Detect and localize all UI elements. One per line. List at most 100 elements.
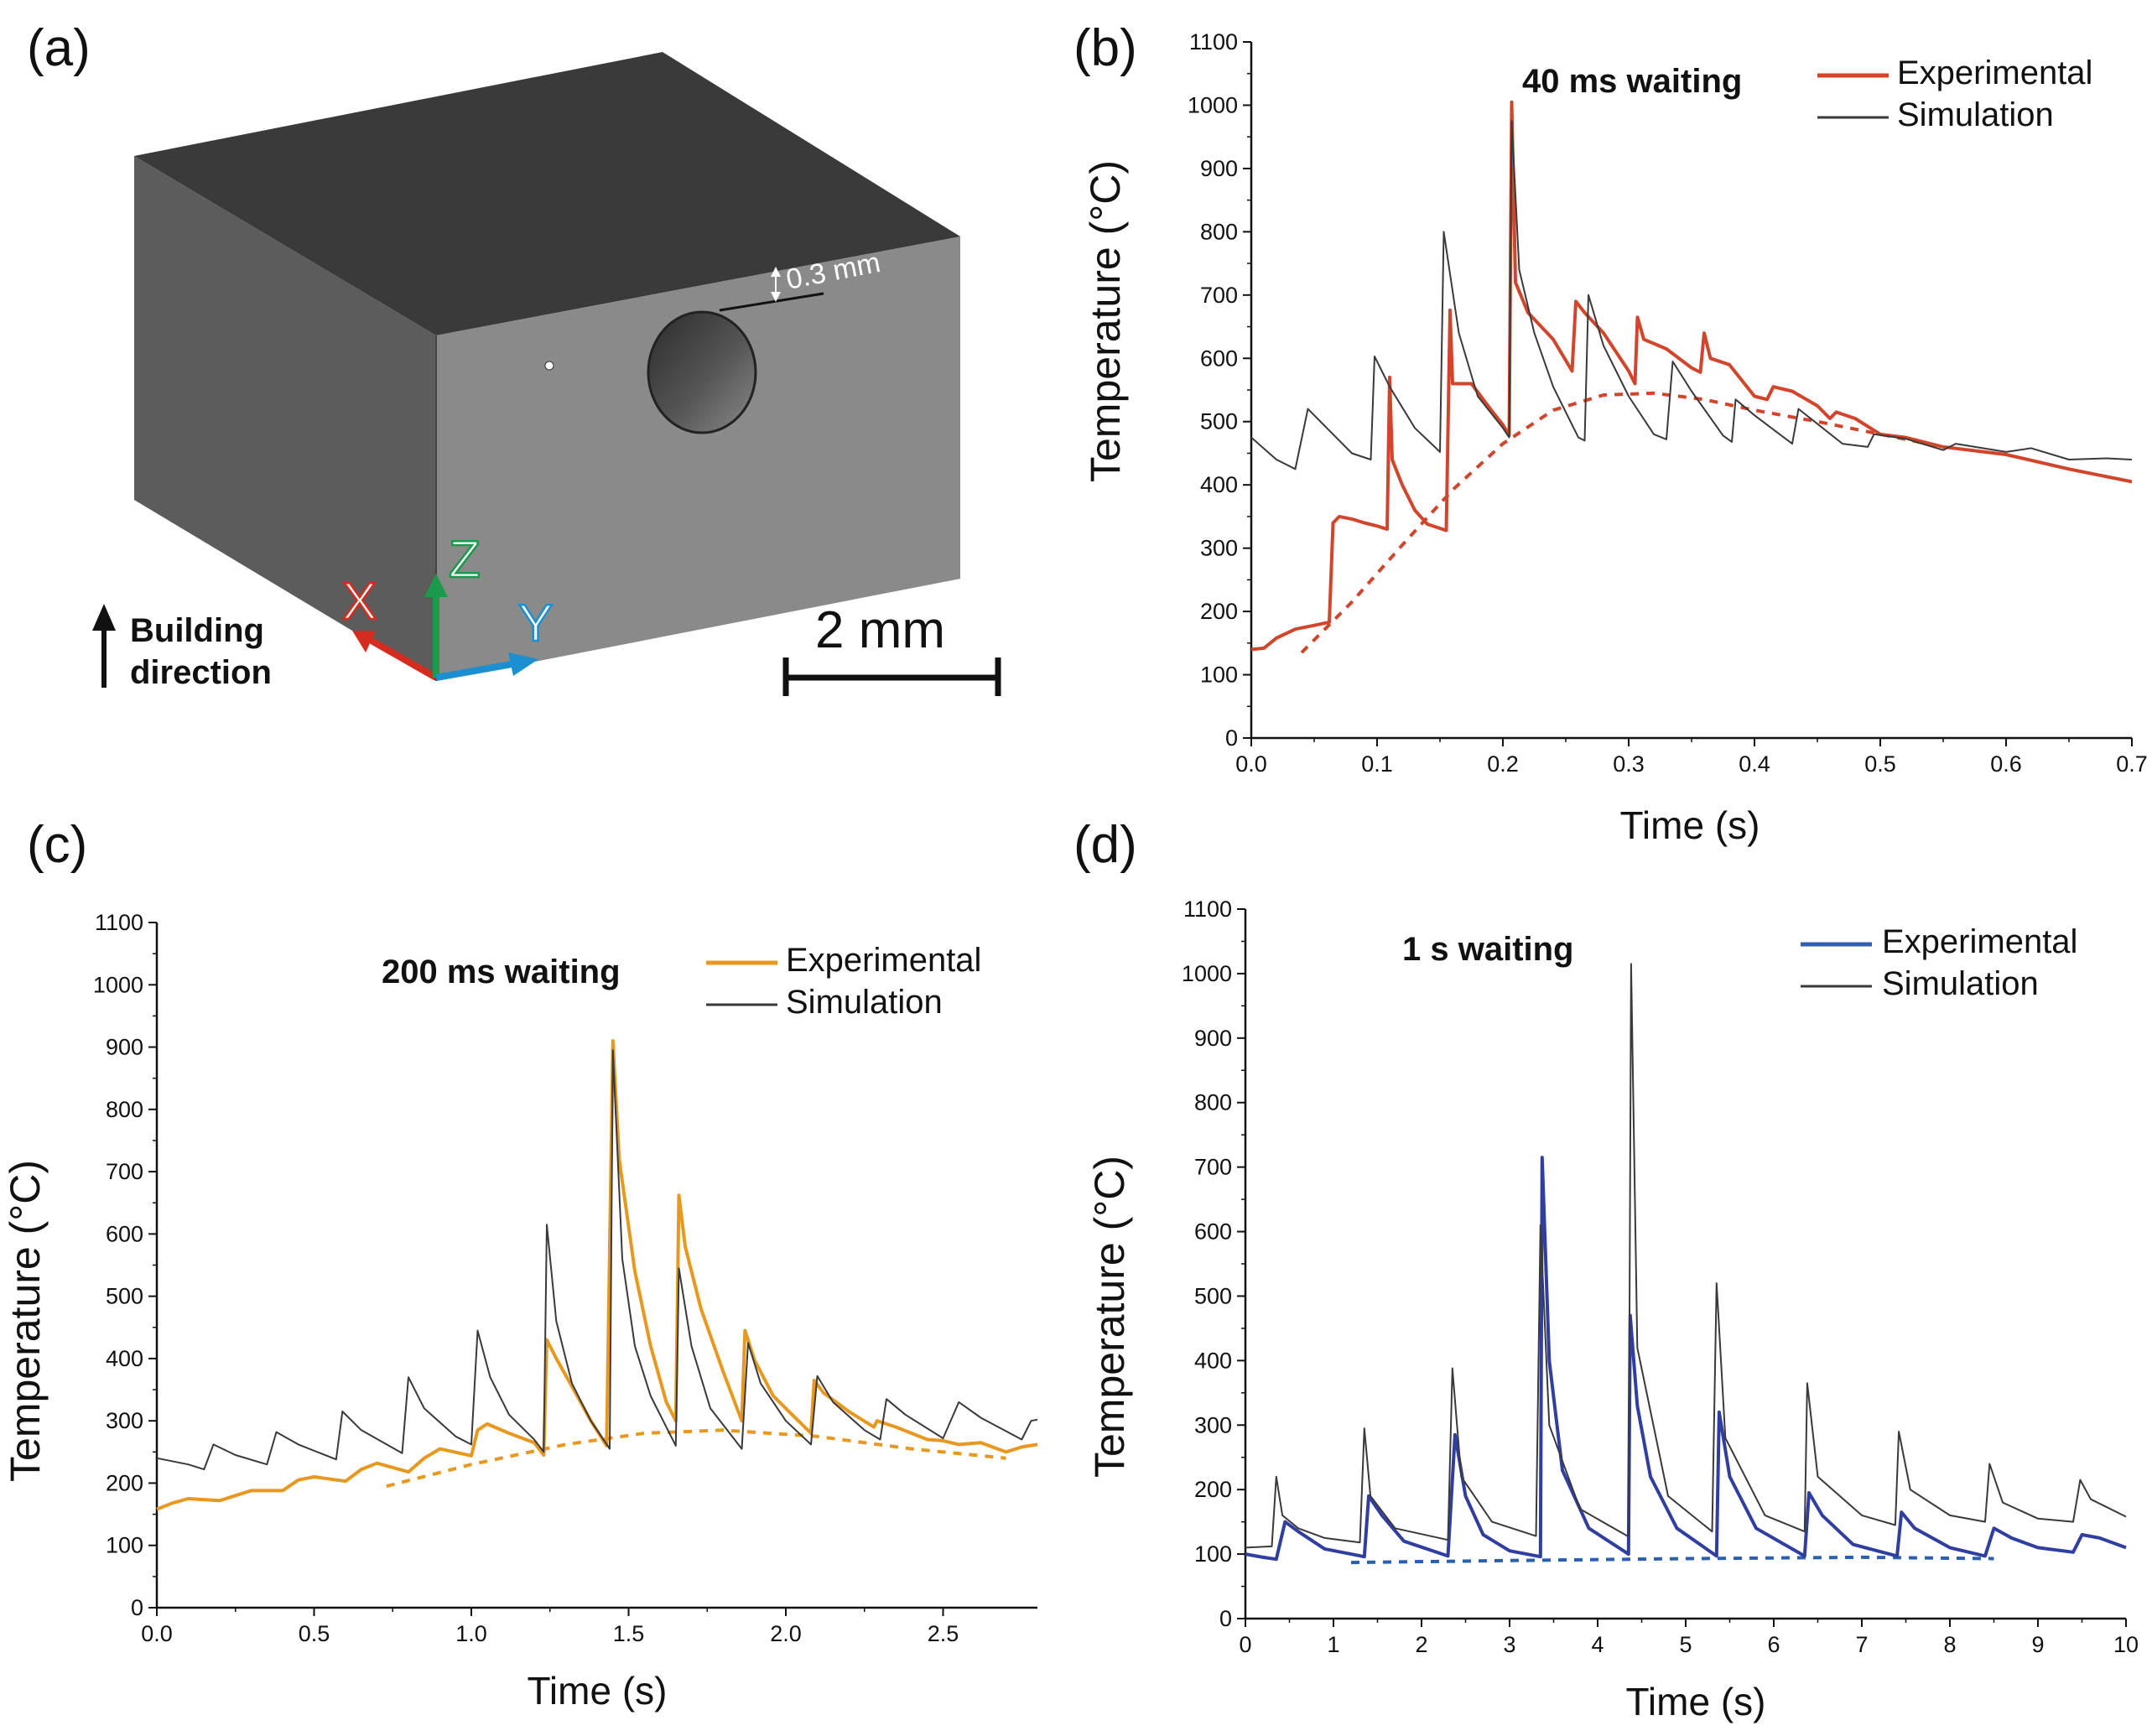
chart-panel-d: (d) Temperature (°C) Time (s) 1 s waitin… [1073, 816, 2077, 1723]
y-tick-label-c: 800 [106, 1097, 143, 1122]
x-tick-label-d: 8 [1943, 1632, 1956, 1657]
thermocouple-point [544, 361, 554, 371]
block-front-face [436, 236, 960, 681]
y-tick-label-d: 600 [1194, 1219, 1232, 1245]
series-simulation-c [156, 1049, 1038, 1471]
series-simulation-d [1245, 963, 2127, 1549]
x-tick-label-d: 6 [1767, 1632, 1780, 1657]
x-tick-label-d: 9 [2031, 1632, 2044, 1657]
y-tick-label-d: 700 [1194, 1155, 1232, 1180]
plot-b: 0 100 200 300 400 500 600 700 800 900 1000 1100 0.0 0… [1188, 29, 2148, 777]
building-direction-label-1: Building [130, 612, 264, 649]
series-experimental-c [156, 1039, 1038, 1511]
y-tick-label-b: 900 [1200, 156, 1238, 181]
y-tick-label-c: 1100 [95, 910, 143, 935]
y-tick-label-b: 0 [1225, 725, 1238, 751]
y-axis-arrowhead [508, 652, 538, 676]
y-tick-label-c: 400 [106, 1346, 143, 1371]
y-tick-label-d: 1000 [1182, 961, 1232, 986]
y-tick-label-c: 0 [131, 1595, 143, 1620]
x-tick-label-c: 0.0 [141, 1621, 173, 1646]
legend-label-simulation-d: Simulation [1882, 965, 2039, 1002]
x-tick-label-b: 0.4 [1739, 751, 1770, 777]
y-tick-label-b: 800 [1200, 219, 1238, 244]
y-tick-label-c: 100 [106, 1533, 143, 1558]
x-tick-label-d: 3 [1503, 1632, 1515, 1657]
y-tick-label-d: 200 [1194, 1477, 1232, 1502]
x-tick-label-d: 4 [1591, 1632, 1604, 1657]
legend-label-experimental-d: Experimental [1882, 923, 2077, 960]
x-tick-label-b: 0.1 [1361, 751, 1393, 777]
y-tick-label-b: 600 [1200, 346, 1238, 371]
y-tick-label-b: 1000 [1188, 92, 1238, 117]
legend-label-experimental-c: Experimental [786, 942, 981, 979]
z-axis-arrowhead [424, 574, 448, 597]
y-tick-label-b: 500 [1200, 409, 1238, 434]
y-axis-label: Y [518, 595, 553, 652]
x-axis-arrowhead [352, 631, 376, 652]
y-tick-label-b: 400 [1200, 472, 1238, 497]
y-tick-label-d: 400 [1194, 1348, 1232, 1373]
legend-label-simulation-b: Simulation [1897, 96, 2054, 133]
block-left-face [134, 156, 436, 681]
x-tick-label-c: 2.0 [770, 1621, 802, 1646]
y-tick-label-d: 800 [1194, 1090, 1232, 1115]
series-envelope-d [1350, 1555, 1994, 1565]
panel-label-a: (a) [27, 19, 91, 77]
x-tick-label-b: 0.6 [1990, 751, 2022, 777]
y-tick-label-d: 300 [1194, 1412, 1232, 1437]
scale-bar-label: 2 mm [815, 601, 945, 659]
x-tick-label-d: 0 [1239, 1632, 1251, 1657]
x-tick-label-c: 2.5 [928, 1621, 959, 1646]
y-tick-label-b: 100 [1200, 663, 1238, 688]
x-axis-title-c: Time (s) [528, 1669, 668, 1713]
chart-panel-b: (b) Temperature (°C) Time (s) 40 ms wait… [1073, 19, 2092, 847]
chart-title-b: 40 ms waiting [1522, 63, 1742, 100]
y-tick-label-b: 300 [1200, 536, 1238, 561]
panel-label-b: (b) [1073, 19, 1137, 77]
dimension-arrowhead-down [771, 292, 781, 302]
plot-d: 0 100 200 300 400 500 600 700 800 900 1000 1100 0 1 2 3… [1182, 897, 2139, 1657]
legend-label-simulation-c: Simulation [786, 984, 943, 1021]
y-tick-label-c: 200 [106, 1470, 143, 1495]
y-axis-title-d: Temperature (°C) [1086, 1156, 1133, 1478]
x-tick-label-b: 0.7 [2116, 751, 2148, 777]
legend-label-experimental-b: Experimental [1897, 55, 2092, 91]
x-tick-label-d: 5 [1679, 1632, 1692, 1657]
building-direction-arrowhead [92, 604, 116, 631]
panel-label-c: (c) [27, 816, 87, 874]
dimension-arrowhead-up [771, 267, 781, 277]
chart-title-c: 200 ms waiting [382, 954, 621, 990]
x-axis-title-d: Time (s) [1626, 1680, 1766, 1723]
legend-d: Experimental Simulation [1801, 923, 2077, 1002]
y-tick-label-d: 500 [1194, 1283, 1232, 1308]
panel-label-d: (d) [1073, 816, 1137, 874]
y-axis-title-b: Temperature (°C) [1082, 160, 1129, 482]
building-direction-label-2: direction [130, 654, 272, 691]
hole-feature [647, 310, 757, 434]
y-tick-label-c: 600 [106, 1221, 143, 1246]
x-axis-title-b: Time (s) [1620, 803, 1760, 847]
y-tick-label-d: 1100 [1183, 897, 1232, 922]
chart-title-d: 1 s waiting [1402, 931, 1574, 968]
x-tick-label-c: 1.5 [613, 1621, 645, 1646]
y-axis-title-c: Temperature (°C) [2, 1160, 49, 1482]
x-axis-label: X [342, 573, 377, 631]
y-tick-label-c: 500 [106, 1284, 143, 1309]
y-tick-label-c: 900 [106, 1035, 143, 1060]
x-tick-label-d: 7 [1855, 1632, 1868, 1657]
series-simulation-b [1250, 120, 2133, 470]
x-tick-label-b: 0.2 [1487, 751, 1519, 777]
y-tick-label-b: 1100 [1189, 29, 1238, 55]
y-tick-label-c: 700 [106, 1159, 143, 1184]
y-tick-label-d: 0 [1219, 1606, 1232, 1631]
block-top-face [134, 52, 960, 335]
panel-a: (a) 0.3 mm X Z Y [27, 19, 1001, 696]
legend-c: Experimental Simulation [706, 942, 981, 1021]
x-axis-arrow [364, 634, 438, 681]
y-tick-label-b: 200 [1200, 599, 1238, 624]
series-experimental-d [1245, 1156, 2127, 1562]
x-tick-label-d: 10 [2113, 1632, 2139, 1657]
x-tick-label-d: 1 [1327, 1632, 1339, 1657]
